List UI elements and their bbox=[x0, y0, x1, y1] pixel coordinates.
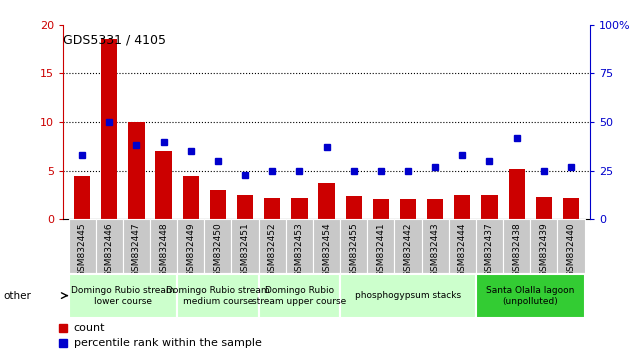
Text: GSM832439: GSM832439 bbox=[540, 222, 548, 277]
Bar bbox=[128, 122, 144, 219]
Bar bbox=[536, 197, 552, 219]
Text: Domingo Rubio stream
lower course: Domingo Rubio stream lower course bbox=[71, 286, 175, 306]
Text: GSM832445: GSM832445 bbox=[78, 222, 86, 277]
Bar bbox=[264, 198, 280, 219]
Bar bbox=[286, 219, 313, 273]
Text: count: count bbox=[74, 322, 105, 332]
Bar bbox=[346, 196, 362, 219]
Text: GSM832447: GSM832447 bbox=[132, 222, 141, 277]
Bar bbox=[259, 274, 340, 318]
Bar bbox=[449, 219, 476, 273]
Bar bbox=[340, 274, 476, 318]
Bar bbox=[422, 219, 449, 273]
Bar bbox=[69, 219, 96, 273]
Bar bbox=[204, 219, 232, 273]
Bar bbox=[509, 169, 525, 219]
Text: GSM832440: GSM832440 bbox=[567, 222, 575, 277]
Text: GSM832448: GSM832448 bbox=[159, 222, 168, 277]
Text: GSM832438: GSM832438 bbox=[512, 222, 521, 277]
Bar bbox=[96, 219, 123, 273]
Text: GSM832449: GSM832449 bbox=[186, 222, 195, 277]
Bar bbox=[150, 219, 177, 273]
Text: GSM832451: GSM832451 bbox=[240, 222, 250, 277]
Bar bbox=[237, 195, 253, 219]
Text: GSM832441: GSM832441 bbox=[376, 222, 386, 277]
Bar bbox=[530, 219, 557, 273]
Bar bbox=[232, 219, 259, 273]
Text: Santa Olalla lagoon
(unpolluted): Santa Olalla lagoon (unpolluted) bbox=[486, 286, 574, 306]
Bar bbox=[182, 176, 199, 219]
Bar bbox=[367, 219, 394, 273]
Bar bbox=[427, 199, 444, 219]
Bar bbox=[454, 195, 471, 219]
Text: GDS5331 / 4105: GDS5331 / 4105 bbox=[63, 33, 166, 46]
Bar bbox=[476, 274, 584, 318]
Bar bbox=[557, 219, 584, 273]
Bar bbox=[74, 176, 90, 219]
Text: GSM832446: GSM832446 bbox=[105, 222, 114, 277]
Text: GSM832453: GSM832453 bbox=[295, 222, 304, 277]
Bar bbox=[209, 190, 226, 219]
Text: other: other bbox=[3, 291, 31, 301]
Bar bbox=[123, 219, 150, 273]
Text: GSM832443: GSM832443 bbox=[431, 222, 440, 277]
Bar bbox=[373, 199, 389, 219]
Text: GSM832442: GSM832442 bbox=[403, 222, 413, 276]
Text: percentile rank within the sample: percentile rank within the sample bbox=[74, 338, 261, 348]
Bar bbox=[177, 274, 259, 318]
Bar bbox=[476, 219, 503, 273]
Bar bbox=[259, 219, 286, 273]
Text: GSM832454: GSM832454 bbox=[322, 222, 331, 277]
Bar bbox=[101, 39, 117, 219]
Text: GSM832450: GSM832450 bbox=[213, 222, 222, 277]
Bar bbox=[69, 274, 177, 318]
Text: Domingo Rubio stream
medium course: Domingo Rubio stream medium course bbox=[166, 286, 269, 306]
Bar bbox=[313, 219, 340, 273]
Bar bbox=[292, 198, 307, 219]
Text: Domingo Rubio
stream upper course: Domingo Rubio stream upper course bbox=[252, 286, 346, 306]
Bar bbox=[400, 199, 416, 219]
Text: GSM832452: GSM832452 bbox=[268, 222, 277, 277]
Bar bbox=[563, 198, 579, 219]
Bar bbox=[503, 219, 530, 273]
Text: GSM832444: GSM832444 bbox=[458, 222, 467, 276]
Bar bbox=[394, 219, 422, 273]
Bar bbox=[155, 152, 172, 219]
Text: GSM832455: GSM832455 bbox=[349, 222, 358, 277]
Bar bbox=[177, 219, 204, 273]
Text: GSM832437: GSM832437 bbox=[485, 222, 494, 277]
Bar bbox=[319, 183, 334, 219]
Bar bbox=[340, 219, 367, 273]
Text: phosphogypsum stacks: phosphogypsum stacks bbox=[355, 291, 461, 300]
Bar bbox=[481, 195, 498, 219]
